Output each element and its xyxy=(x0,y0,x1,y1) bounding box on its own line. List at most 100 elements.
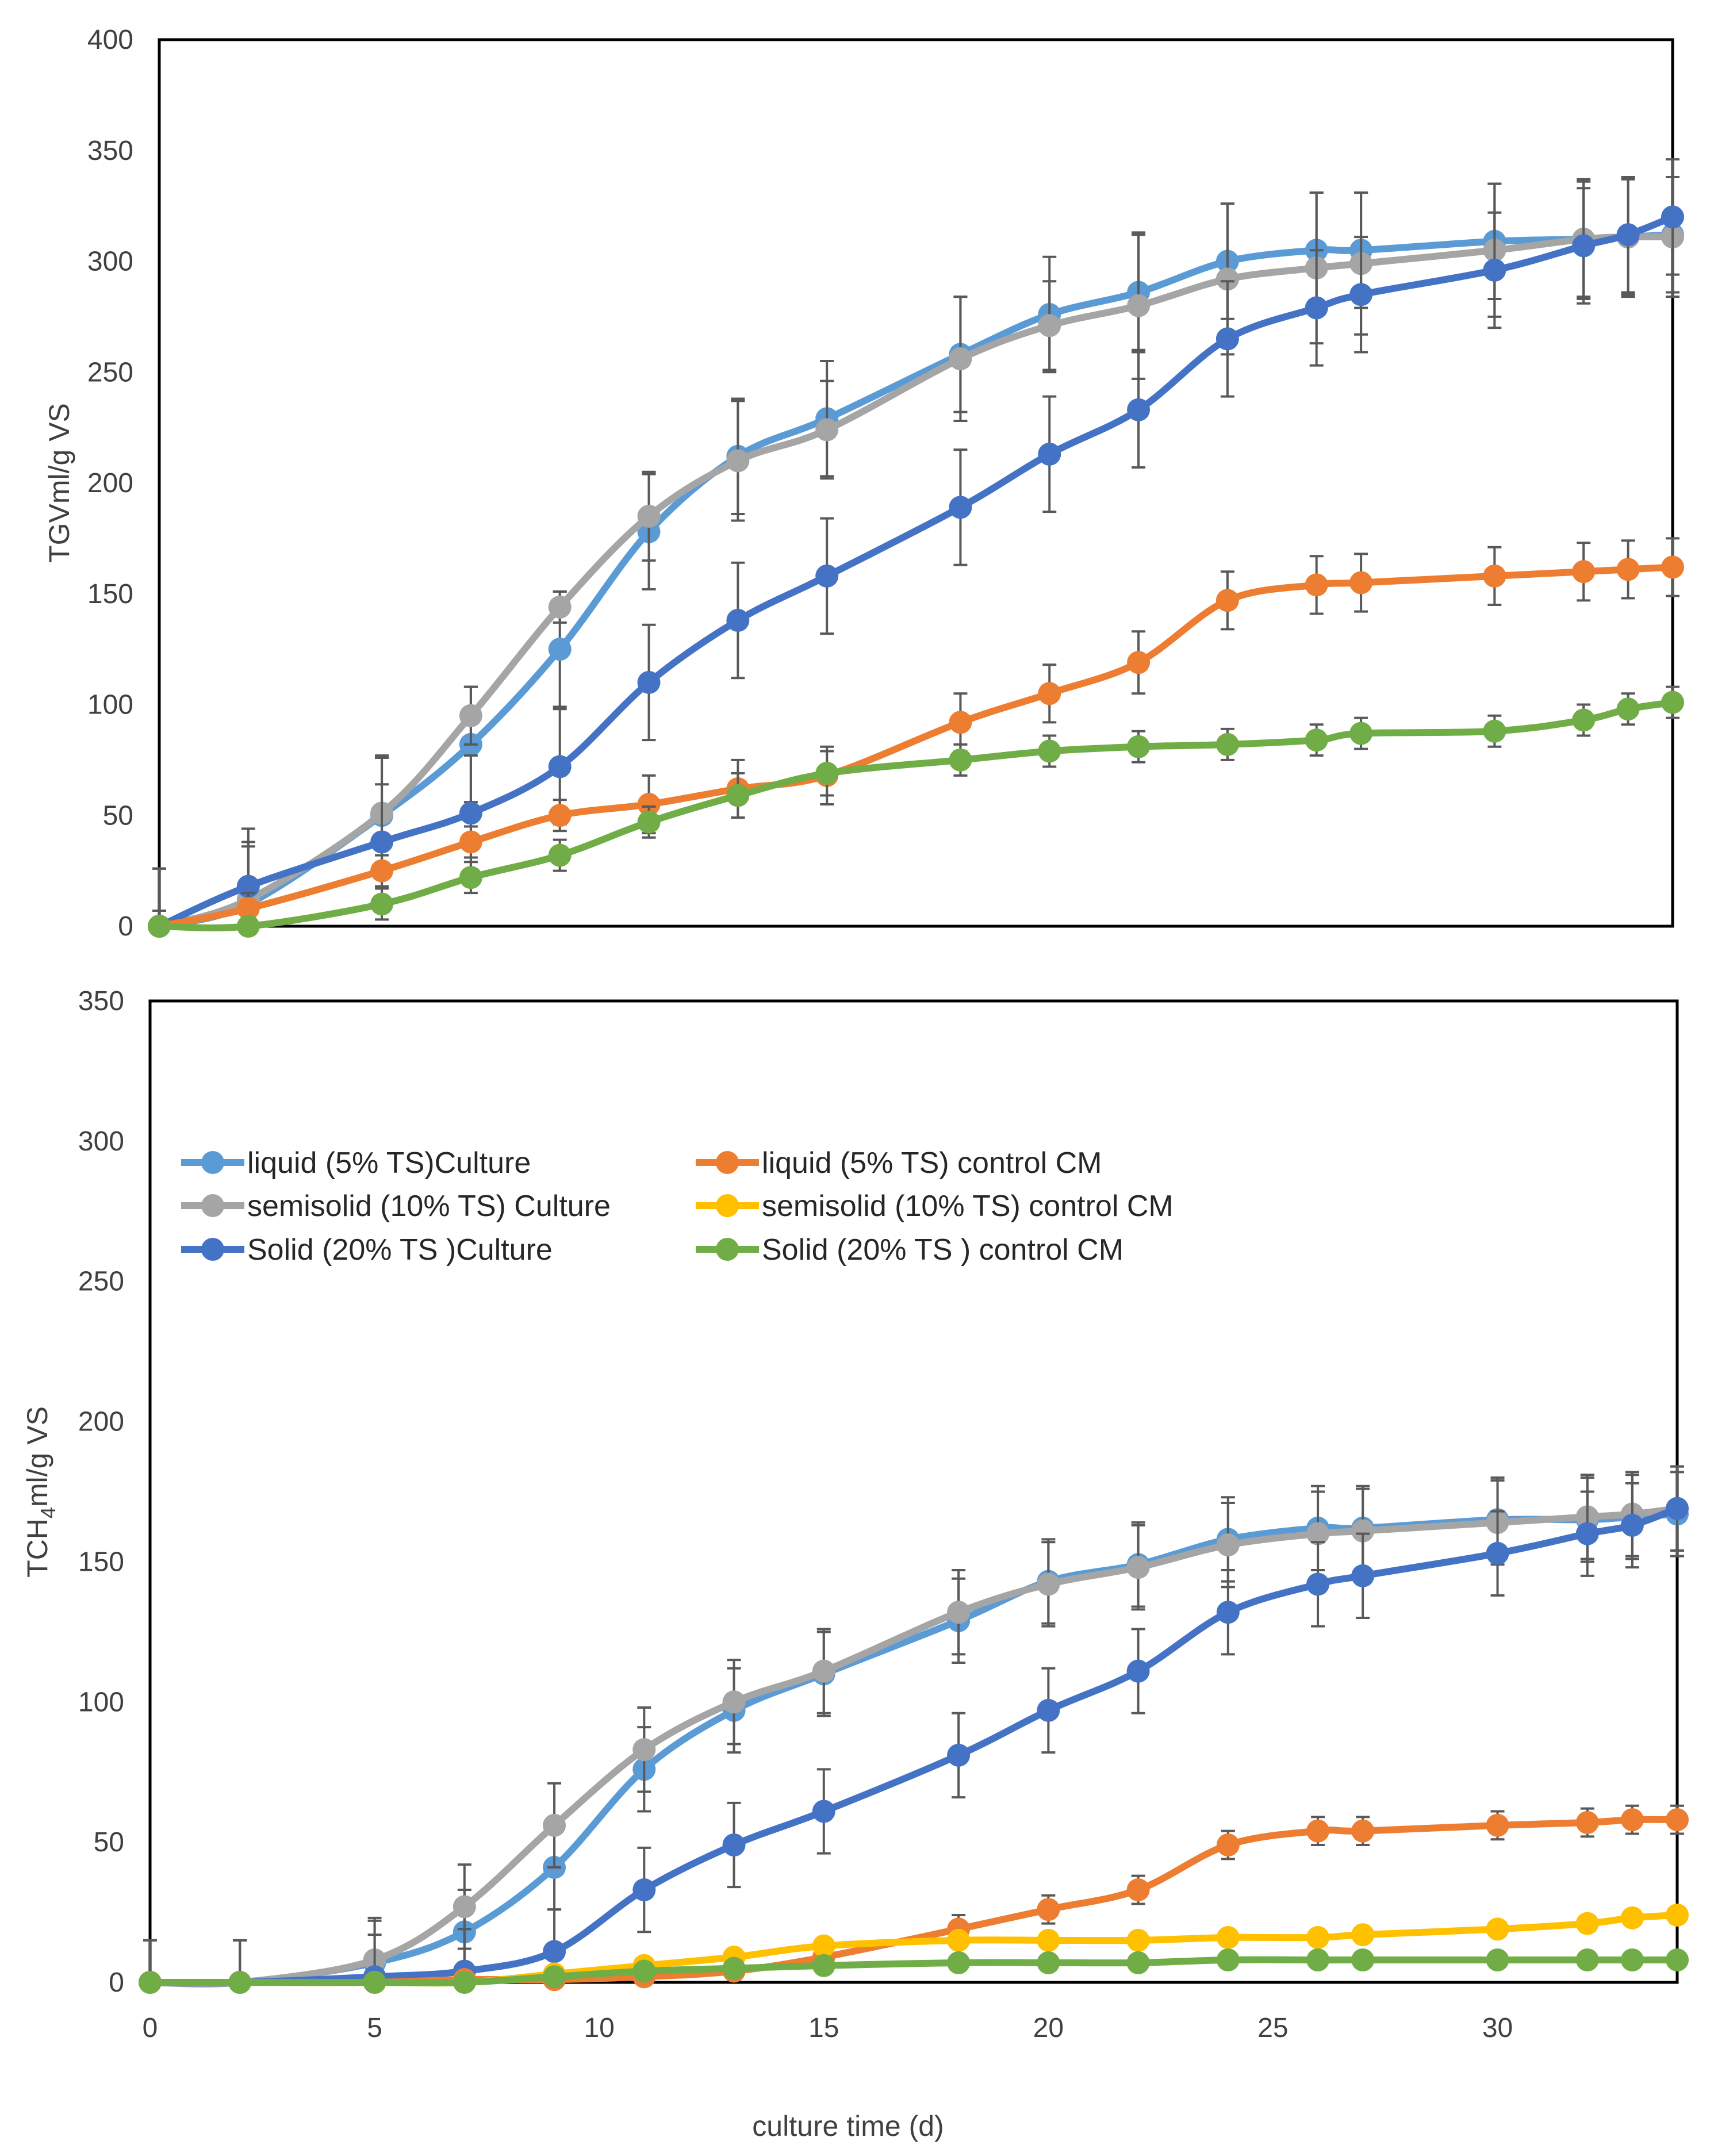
bottom-solid-culture-point-9 xyxy=(543,1940,566,1963)
top-semisolid-culture-point-7 xyxy=(459,704,482,727)
bottom-solid-control-point-34 xyxy=(1666,1948,1689,1971)
bottom-y-axis-title-subscript: 4 xyxy=(36,1507,60,1518)
top-solid-control-point-0 xyxy=(148,915,171,938)
bottom-solid-culture-point-13 xyxy=(722,1833,746,1857)
top-liquid-control-point-2 xyxy=(236,897,260,920)
top-y-axis-title: TGVml/g VS xyxy=(43,403,75,563)
legend-marker-semisolid-culture xyxy=(201,1194,224,1217)
bottom-y-axis-title-prefix: TCH xyxy=(21,1518,53,1578)
legend-item-liquid-culture: liquid (5% TS)Culture xyxy=(181,1146,531,1180)
bottom-y-tick-50: 50 xyxy=(94,1827,124,1858)
top-solid-culture-point-11 xyxy=(637,670,661,694)
bottom-solid-control-point-33 xyxy=(1620,1948,1644,1971)
top-solid-control-point-18 xyxy=(949,748,972,772)
bottom-semisolid-culture-point-13 xyxy=(722,1690,746,1714)
top-solid-culture-point-7 xyxy=(459,801,482,825)
bottom-solid-control-point-24 xyxy=(1216,1948,1240,1971)
x-tick-10: 10 xyxy=(584,2013,614,2043)
bottom-solid-control-point-30 xyxy=(1486,1948,1509,1971)
top-semisolid-culture-point-22 xyxy=(1127,294,1151,317)
bottom-semisolid-culture-point-15 xyxy=(812,1659,835,1683)
x-tick-20: 20 xyxy=(1033,2013,1064,2043)
top-solid-control-point-32 xyxy=(1572,708,1596,732)
top-liquid-culture-point-9 xyxy=(548,638,572,661)
legend-marker-solid-control xyxy=(716,1238,739,1261)
top-solid-control-point-26 xyxy=(1305,728,1328,752)
legend-marker-solid-culture xyxy=(201,1238,224,1261)
top-solid-culture-point-15 xyxy=(815,564,839,588)
bottom-semisolid-control-point-34 xyxy=(1666,1903,1689,1927)
top-solid-control-point-27 xyxy=(1349,722,1373,745)
top-liquid-culture-line xyxy=(158,231,1673,930)
top-solid-control-point-5 xyxy=(370,892,394,916)
bottom-solid-control-point-7 xyxy=(453,1971,476,1994)
bottom-solid-culture-point-34 xyxy=(1666,1497,1689,1520)
bottom-semisolid-control-point-33 xyxy=(1620,1906,1644,1929)
bottom-solid-culture-point-32 xyxy=(1575,1522,1599,1545)
bottom-semisolid-control-point-32 xyxy=(1575,1912,1599,1935)
top-series-liquid-control xyxy=(148,537,1684,938)
bottom-semisolid-control-point-24 xyxy=(1216,1925,1240,1949)
bottom-semisolid-culture-point-11 xyxy=(632,1738,656,1762)
top-y-tick-150: 150 xyxy=(87,579,133,609)
top-solid-culture-point-33 xyxy=(1616,223,1640,247)
bottom-series-semisolid-culture xyxy=(139,1465,1689,1994)
bottom-y-tick-0: 0 xyxy=(109,1967,124,1998)
top-semisolid-culture-point-24 xyxy=(1215,267,1239,291)
bottom-solid-control-point-0 xyxy=(139,1971,162,1994)
bottom-solid-culture-point-18 xyxy=(947,1743,971,1767)
top-solid-culture-point-27 xyxy=(1349,283,1373,306)
x-tick-0: 0 xyxy=(143,2013,158,2043)
bottom-semisolid-control-point-15 xyxy=(812,1934,835,1958)
bottom-solid-culture-point-20 xyxy=(1037,1698,1060,1722)
top-liquid-control-point-7 xyxy=(459,830,482,854)
top-plot-frame xyxy=(158,38,1674,928)
bottom-liquid-control-point-22 xyxy=(1126,1878,1150,1902)
bottom-solid-culture-line xyxy=(149,1505,1679,1986)
bottom-solid-control-point-9 xyxy=(543,1965,566,1989)
legend-label-semisolid-culture: semisolid (10% TS) Culture xyxy=(247,1190,611,1223)
top-solid-culture-point-34 xyxy=(1661,205,1684,229)
legend-label-liquid-control: liquid (5% TS) control CM xyxy=(762,1146,1102,1180)
legend-label-solid-control: Solid (20% TS ) control CM xyxy=(762,1233,1124,1267)
bottom-y-axis-title: TCH4ml/g VS xyxy=(21,1406,60,1578)
bottom-solid-control-point-5 xyxy=(363,1971,386,1994)
top-solid-culture-point-22 xyxy=(1127,398,1151,421)
top-liquid-control-point-32 xyxy=(1572,560,1596,584)
top-liquid-control-point-34 xyxy=(1661,555,1684,579)
top-y-tick-250: 250 xyxy=(87,357,133,388)
bottom-semisolid-control-point-27 xyxy=(1351,1923,1375,1947)
bottom-y-tick-150: 150 xyxy=(78,1547,124,1577)
legend-item-semisolid-control: semisolid (10% TS) control CM xyxy=(696,1190,1174,1223)
bottom-y-tick-300: 300 xyxy=(78,1126,124,1157)
legend-item-solid-culture: Solid (20% TS )Culture xyxy=(181,1233,553,1267)
top-semisolid-culture-point-11 xyxy=(637,504,661,528)
x-tick-labels: 0 5 10 15 20 25 30 xyxy=(143,2013,1513,2043)
top-solid-control-point-15 xyxy=(815,762,839,785)
top-solid-culture-point-5 xyxy=(370,830,394,854)
top-solid-control-point-24 xyxy=(1215,732,1239,756)
bottom-solid-culture-point-27 xyxy=(1351,1564,1375,1587)
top-solid-culture-point-26 xyxy=(1305,296,1328,320)
top-semisolid-culture-point-9 xyxy=(548,595,572,619)
top-y-tick-0: 0 xyxy=(118,911,133,942)
bottom-series-solid-control xyxy=(139,1948,1689,1994)
x-axis-title: culture time (d) xyxy=(752,2110,944,2142)
top-panel: 0 50 100 150 200 250 300 350 400 TGVml/g VS xyxy=(43,25,1684,942)
top-solid-control-point-34 xyxy=(1661,690,1684,714)
bottom-solid-control-point-11 xyxy=(632,1959,656,1983)
top-semisolid-culture-point-20 xyxy=(1038,314,1061,337)
bottom-liquid-control-point-34 xyxy=(1666,1808,1689,1832)
bottom-solid-control-point-20 xyxy=(1037,1951,1060,1974)
legend-label-semisolid-control: semisolid (10% TS) control CM xyxy=(762,1190,1174,1223)
top-semisolid-culture-point-15 xyxy=(815,418,839,442)
top-y-tick-300: 300 xyxy=(87,247,133,277)
bottom-solid-culture-point-24 xyxy=(1216,1601,1240,1624)
legend-item-solid-control: Solid (20% TS ) control CM xyxy=(696,1233,1124,1267)
bottom-semisolid-control-point-18 xyxy=(947,1928,971,1952)
bottom-solid-control-point-26 xyxy=(1306,1948,1330,1971)
bottom-solid-control-point-2 xyxy=(228,1971,252,1994)
bottom-solid-culture-point-26 xyxy=(1306,1572,1330,1596)
top-semisolid-culture-line xyxy=(158,233,1673,930)
